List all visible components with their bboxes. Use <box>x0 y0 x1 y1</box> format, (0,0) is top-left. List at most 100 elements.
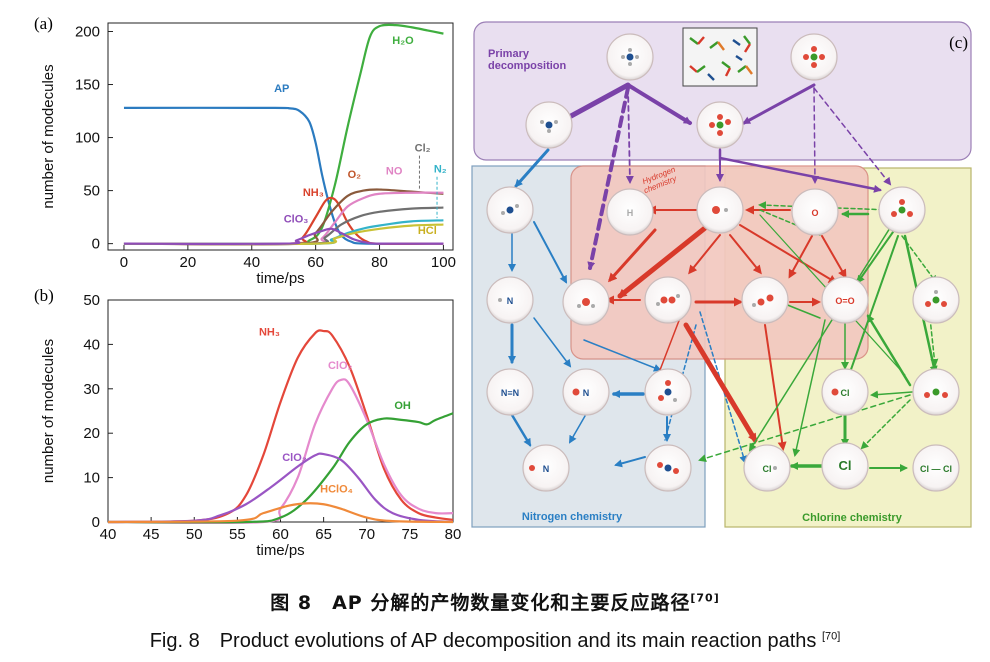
x-tick-label: 80 <box>445 526 462 543</box>
ho2-molecule <box>757 298 765 306</box>
primary-label-l2: decomposition <box>488 60 567 72</box>
species-node-ap-cl <box>790 33 838 81</box>
species-node-n2o: N <box>522 444 570 492</box>
clo3-molecule <box>907 211 913 217</box>
clo4-cluster <box>819 54 825 60</box>
species-node-hcl: Cl <box>743 444 791 492</box>
series-label-nh: NH₃ <box>303 187 324 199</box>
node-circle <box>486 276 534 324</box>
x-tick-label: 70 <box>358 526 375 543</box>
series-label-oh: OH <box>394 400 411 412</box>
node-label: O=O <box>835 296 854 306</box>
series-line-hcl <box>123 223 444 246</box>
primary-decomposition-region <box>473 21 972 161</box>
x-tick-label: 75 <box>402 526 419 543</box>
h2o-molecule <box>591 304 595 308</box>
species-node-ho2 <box>741 276 789 324</box>
panel-c-tag: (c) <box>949 33 968 52</box>
panel-a-tag: (a) <box>34 14 53 33</box>
nh4-cluster <box>635 55 639 59</box>
panel-b-tag: (b) <box>34 286 54 305</box>
clo4-cluster <box>811 62 817 68</box>
x-tick-label: 50 <box>186 526 203 543</box>
x-tick-label: 20 <box>180 254 197 271</box>
species-node-h2o <box>562 278 610 326</box>
node-label: Cl <box>841 388 850 398</box>
x-tick-label: 80 <box>371 254 388 271</box>
clo2-molecule <box>934 290 938 294</box>
x-axis-label: time/ps <box>256 542 304 559</box>
series-label-nh: NH₃ <box>259 327 280 339</box>
species-node-o: O <box>791 188 839 236</box>
nh3-molecule <box>545 121 553 129</box>
clo2-radical <box>924 392 930 398</box>
species-nodes: H O N O=O N≡N N Cl N Cl Cl Cl — Cl <box>486 33 960 492</box>
nh4-cluster <box>628 48 632 52</box>
series-line-clo3 <box>107 452 454 524</box>
clo4-cluster <box>810 53 818 61</box>
no-molecule <box>572 388 580 396</box>
node-circle <box>606 188 654 236</box>
y-tick-label: 20 <box>83 425 100 442</box>
clo2-molecule <box>925 301 931 307</box>
x-tick-label: 60 <box>272 526 289 543</box>
species-node-n2: N≡N <box>486 368 534 416</box>
series-line-nh3 <box>107 329 454 524</box>
y-tick-label: 50 <box>83 183 100 200</box>
y-tick-label: 200 <box>75 23 100 40</box>
series-label-n: N₂ <box>434 164 447 176</box>
species-node-no: N <box>562 368 610 416</box>
nh4-cluster <box>628 62 632 66</box>
clo2-radical <box>932 388 940 396</box>
reaction-network-diagram: (c) Primary decomposition Hydrogenchemist… <box>471 21 972 528</box>
h2o2-molecule <box>660 296 668 304</box>
x-tick-label: 55 <box>229 526 246 543</box>
x-axis-label: time/ps <box>256 270 304 287</box>
nitrogen-label: Nitrogen chemistry <box>522 511 623 523</box>
hcl-molecule <box>773 466 777 470</box>
clo3-molecule <box>898 206 906 214</box>
node-circle <box>821 442 869 490</box>
hclo4-molecule <box>717 130 723 136</box>
hclo4-molecule <box>725 119 731 125</box>
node-circle <box>821 368 869 416</box>
series-line-hclo4 <box>107 502 454 524</box>
species-node-nh: N <box>486 276 534 324</box>
caption-english: Fig. 8 Product evolutions of AP decompos… <box>0 624 990 653</box>
node-circle <box>486 368 534 416</box>
species-node-ap-n <box>606 33 654 81</box>
series-line-ap <box>123 106 444 245</box>
species-node-clo3 <box>878 186 926 234</box>
h2o2-molecule <box>656 302 660 306</box>
h2o2-molecule <box>676 294 680 298</box>
node-label: Cl <box>839 458 852 473</box>
no2-molecule <box>664 464 672 472</box>
hclo4-molecule <box>716 121 724 129</box>
x-tick-label: 65 <box>315 526 332 543</box>
hno2-molecule <box>658 395 664 401</box>
node-circle <box>821 276 869 324</box>
species-node-h: H <box>606 188 654 236</box>
x-tick-label: 40 <box>100 526 117 543</box>
node-label: O <box>811 208 818 218</box>
species-node-nh3 <box>525 101 573 149</box>
node-circle <box>522 444 570 492</box>
hclo4-molecule <box>709 122 715 128</box>
species-node-cl: Cl <box>821 442 869 490</box>
nh-radical <box>498 298 502 302</box>
species-node-hno2 <box>644 368 692 416</box>
primary-label-l1: Primary <box>488 48 530 60</box>
node-circle <box>644 276 692 324</box>
series-label-clo: ClO₃ <box>284 213 309 225</box>
caption-chinese: 图 8 AP 分解的产物数量变化和主要反应路径[70] <box>0 588 990 615</box>
clo3-molecule <box>899 199 905 205</box>
series-line-clo3 <box>123 227 444 245</box>
node-label: N <box>507 296 514 306</box>
figure: (a) 0 20 40 60 80 100050100150200time/psnumbe… <box>34 14 972 559</box>
hno2-molecule <box>664 388 672 396</box>
ho2-molecule <box>766 294 774 302</box>
node-circle <box>562 368 610 416</box>
species-node-oh <box>696 186 744 234</box>
clo4-cluster <box>803 54 809 60</box>
species-node-hclo4 <box>696 101 744 149</box>
